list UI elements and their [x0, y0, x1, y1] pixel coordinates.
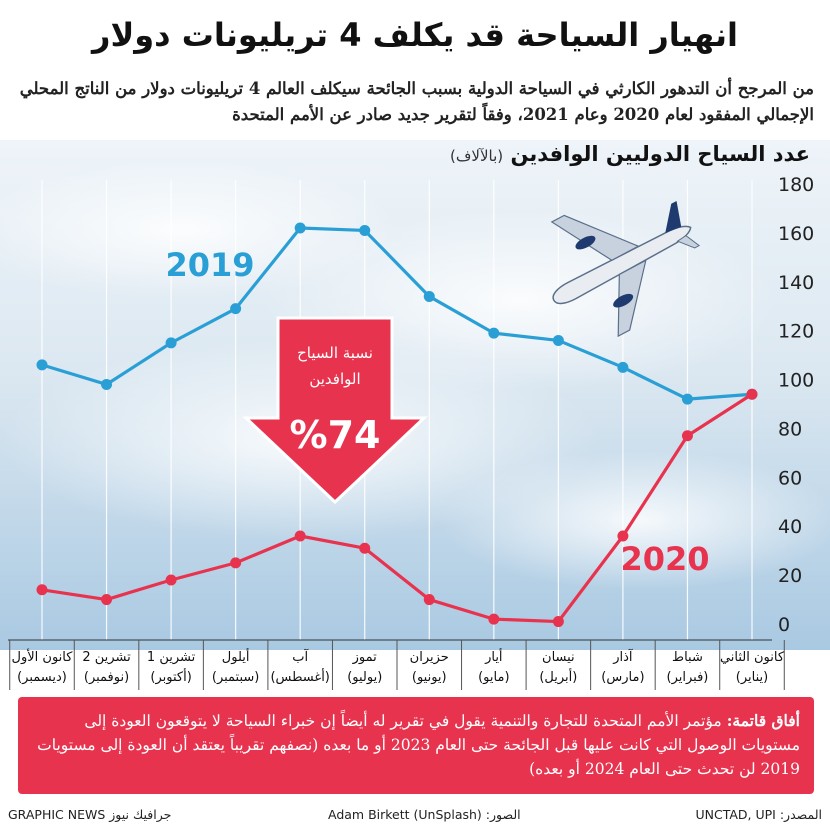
y-tick-label: 100: [778, 370, 814, 392]
x-tick-sublabel: (سبتمبر): [212, 670, 260, 685]
y-axis-label: عدد السياح الدوليين الوافدين: [510, 142, 810, 166]
arrow-label: نسبة السياح: [297, 344, 373, 362]
data-point-2019: [359, 224, 371, 236]
chart-series: 2019 2020: [36, 222, 758, 628]
data-point-2020: [165, 574, 177, 586]
arrow-label: الوافدين: [309, 370, 360, 388]
data-point-2020: [101, 594, 113, 606]
y-tick-label: 180: [778, 174, 814, 196]
arrow-value: %74: [290, 413, 381, 457]
data-point-2020: [552, 616, 564, 628]
data-point-2019: [165, 337, 177, 349]
data-point-2020: [681, 430, 693, 442]
data-point-2019: [552, 334, 564, 346]
x-tick-label: كانون الثاني: [720, 650, 785, 665]
x-tick-sublabel: (مارس): [601, 670, 644, 685]
y-tick-label: 160: [778, 223, 814, 245]
outlook-callout: أفاق قاتمة: مؤتمر الأمم المتحدة للتجارة …: [18, 697, 814, 794]
x-tick-sublabel: (أكتوبر): [150, 668, 191, 685]
y-tick-label: 40: [778, 516, 802, 538]
page-subtitle: من المرجح أن التدهور الكارثي في السياحة …: [19, 79, 814, 124]
x-tick-label: أيلول: [222, 648, 250, 665]
x-tick-sublabel: (يناير): [736, 670, 768, 685]
y-tick-label: 0: [778, 614, 790, 636]
source-credit: المصدر: UNCTAD, UPI: [695, 807, 822, 822]
data-point-2020: [423, 594, 435, 606]
data-point-2019: [488, 327, 500, 339]
x-tick-sublabel: (ديسمبر): [17, 670, 67, 685]
y-tick-label: 120: [778, 321, 814, 343]
data-point-2019: [36, 359, 48, 371]
x-tick-label: تشرين 2: [82, 650, 131, 665]
data-point-2019: [423, 290, 435, 302]
tourism-line-chart: 0 20 40 60 80 100 120 140 160 180 كانون الأول (ديسم…: [0, 140, 830, 690]
y-tick-label: 20: [778, 565, 802, 587]
x-tick-label: نيسان: [542, 650, 575, 665]
y-axis-title: عدد السياح الدوليين الوافدين (بالآلاف): [450, 142, 810, 166]
data-point-2019: [681, 393, 693, 405]
data-point-2019: [617, 361, 629, 373]
publisher-credit: GRAPHIC NEWS جرافيك نيوز: [8, 807, 172, 822]
x-tick-label: حزيران: [410, 650, 449, 665]
y-tick-label: 80: [778, 418, 802, 440]
data-point-2020: [36, 584, 48, 596]
x-tick-label: آذار: [612, 648, 634, 665]
series-label-2020: 2020: [620, 540, 709, 578]
decline-arrow: نسبة السياح الوافدين %74: [242, 316, 428, 505]
photo-credit: الصور: Adam Birkett (UnSplash): [328, 807, 521, 822]
callout-text: مؤتمر الأمم المتحدة للتجارة والتنمية يقو…: [37, 712, 800, 778]
airplane-icon: [550, 200, 701, 338]
data-point-2019: [230, 303, 242, 315]
x-tick-sublabel: (يوليو): [347, 670, 382, 685]
down-arrow-shape: [242, 316, 428, 505]
data-point-2020: [746, 388, 758, 400]
data-point-2019: [101, 378, 113, 390]
page-title: انهيار السياحة قد يكلف 4 تريليونات دولار: [92, 16, 738, 54]
data-point-2020: [230, 557, 242, 569]
data-point-2020: [617, 530, 629, 542]
y-axis-unit: (بالآلاف): [450, 147, 504, 165]
series-label-2019: 2019: [165, 246, 254, 284]
chart-axes: 0 20 40 60 80 100 120 140 160 180 كانون الأول (ديسم…: [8, 174, 814, 690]
data-point-2019: [294, 222, 306, 234]
x-tick-label: تموز: [352, 650, 378, 665]
series-line-2019: [41, 226, 753, 401]
x-tick-sublabel: (أغسطس): [270, 668, 329, 685]
x-tick-label: تشرين 1: [147, 650, 196, 665]
data-point-2020: [488, 613, 500, 625]
x-tick-sublabel: (نوفمبر): [84, 670, 129, 685]
x-tick-sublabel: (مايو): [478, 670, 509, 685]
x-tick-sublabel: (أبريل): [539, 668, 577, 685]
x-tick-sublabel: (فبراير): [667, 670, 709, 685]
x-tick-label: كانون الأول: [12, 648, 74, 665]
y-tick-label: 60: [778, 467, 802, 489]
x-tick-label: آب: [292, 648, 309, 665]
y-tick-label: 140: [778, 272, 814, 294]
x-tick-label: شباط: [672, 650, 703, 665]
x-tick-sublabel: (يونيو): [412, 670, 447, 685]
data-point-2020: [359, 542, 371, 554]
series-line-2020: [41, 392, 753, 624]
footer: المصدر: UNCTAD, UPI الصور: Adam Birkett …: [8, 807, 822, 831]
data-point-2020: [294, 530, 306, 542]
callout-lead: أفاق قاتمة:: [726, 711, 800, 730]
x-tick-label: أيار: [484, 648, 502, 665]
